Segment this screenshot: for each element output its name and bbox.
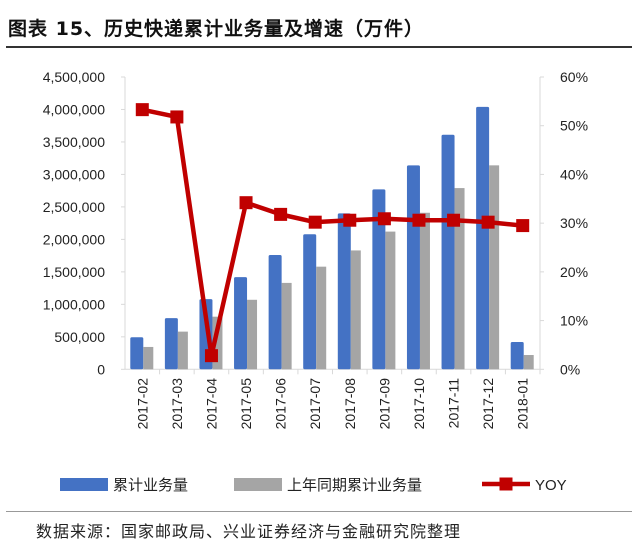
yoy-marker (308, 215, 322, 229)
chart-title: 图表 15、历史快递累计业务量及增速（万件） (8, 18, 425, 40)
legend-label-yoy: YOY (535, 477, 567, 494)
x-tick-label: 2017-02 (134, 378, 150, 430)
x-tick-label: 2017-11 (446, 378, 462, 429)
bar-prior-year-volume (523, 355, 534, 370)
x-tick-label: 2017-08 (342, 378, 358, 430)
bar-prior-year-volume (454, 188, 465, 370)
x-tick-label: 2017-10 (411, 378, 427, 430)
left-tick-label: 4,500,000 (43, 69, 105, 85)
yoy-marker (170, 110, 184, 124)
yoy-marker (377, 212, 391, 226)
right-tick-label: 40% (560, 166, 588, 182)
legend-label-prior-year: 上年同期累计业务量 (287, 476, 422, 494)
x-tick-label: 2017-09 (376, 378, 392, 430)
source-divider (6, 511, 632, 512)
bar-cumulative-volume (476, 106, 490, 370)
bar-prior-year-volume (316, 266, 327, 370)
left-tick-label: 2,000,000 (43, 231, 105, 247)
bar-cumulative-volume (234, 277, 248, 370)
yoy-marker (135, 103, 149, 117)
x-tick-label: 2018-01 (515, 378, 531, 430)
yoy-marker (447, 213, 461, 227)
left-tick-label: 3,000,000 (43, 166, 105, 182)
left-tick-label: 2,500,000 (43, 199, 105, 215)
right-tick-label: 0% (560, 361, 580, 377)
yoy-marker (204, 349, 218, 363)
legend-swatch-cumulative (60, 478, 108, 491)
bar-cumulative-volume (441, 134, 455, 370)
yoy-marker (516, 219, 530, 233)
x-tick-label: 2017-05 (238, 378, 254, 430)
bar-cumulative-volume (406, 165, 420, 370)
left-tick-label: 0 (97, 361, 105, 377)
bar-prior-year-volume (177, 331, 188, 370)
yoy-marker (481, 215, 495, 229)
right-tick-label: 50% (560, 118, 588, 134)
legend-label-cumulative: 累计业务量 (113, 476, 188, 494)
bar-prior-year-volume (247, 299, 258, 370)
bar-prior-year-volume (212, 316, 223, 370)
bar-cumulative-volume (130, 337, 144, 370)
bar-prior-year-volume (350, 250, 361, 370)
yoy-line (141, 107, 523, 358)
bar-cumulative-volume (303, 234, 317, 370)
right-tick-label: 10% (560, 313, 588, 329)
x-tick-label: 2017-06 (273, 378, 289, 430)
x-tick-label: 2017-04 (203, 378, 219, 430)
left-tick-label: 3,500,000 (43, 134, 105, 150)
source-note: 数据来源：国家邮政局、兴业证券经济与金融研究院整理 (36, 522, 462, 541)
x-tick-label: 2017-03 (169, 378, 185, 430)
legend-marker-yoy (499, 477, 513, 491)
bar-prior-year-volume (419, 212, 430, 370)
x-tick-label: 2017-07 (307, 378, 323, 430)
yoy-marker (239, 196, 253, 210)
left-tick-label: 500,000 (54, 329, 105, 345)
bar-cumulative-volume (164, 318, 178, 370)
yoy-marker (343, 213, 357, 227)
bar-prior-year-volume (143, 346, 154, 370)
legend-swatch-prior-year (234, 478, 282, 491)
yoy-marker (412, 213, 426, 227)
right-tick-label: 60% (560, 69, 588, 85)
left-tick-label: 1,000,000 (43, 296, 105, 312)
bar-cumulative-volume (337, 213, 351, 370)
right-tick-label: 20% (560, 264, 588, 280)
yoy-marker (274, 207, 288, 221)
bar-cumulative-volume (372, 189, 386, 370)
left-tick-label: 1,500,000 (43, 264, 105, 280)
bar-cumulative-volume (510, 342, 524, 370)
x-tick-label: 2017-12 (480, 378, 496, 430)
chart: 0 500,000 1,000,000 1,500,000 2,000,000 2,500… (43, 69, 588, 494)
title-divider (6, 46, 632, 48)
left-tick-label: 4,000,000 (43, 101, 105, 117)
bar-prior-year-volume (385, 231, 396, 370)
bar-prior-year-volume (489, 165, 500, 370)
bar-cumulative-volume (268, 254, 282, 370)
right-tick-label: 30% (560, 215, 588, 231)
bar-prior-year-volume (281, 282, 292, 370)
